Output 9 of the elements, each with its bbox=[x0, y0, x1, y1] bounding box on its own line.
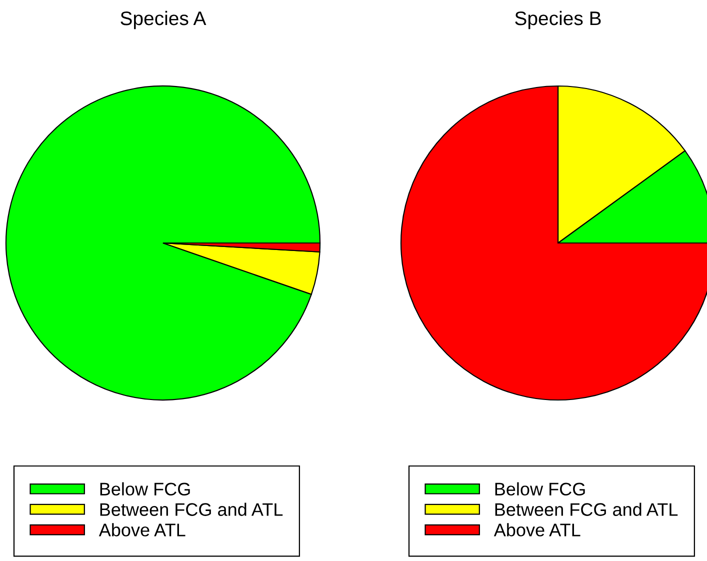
legend-label: Below FCG bbox=[495, 482, 585, 496]
chart-title: Species B bbox=[515, 10, 601, 30]
legend-label: Above ATL bbox=[494, 523, 580, 536]
legend-label: Between FCG and ATL bbox=[100, 502, 283, 516]
chart-title: Species A bbox=[120, 10, 206, 30]
legend-label: Below FCG bbox=[100, 482, 190, 496]
legend-label: Above ATL bbox=[98, 523, 186, 536]
legend-label: Between FCG and ATL bbox=[495, 502, 678, 516]
pie-slice bbox=[5, 85, 321, 401]
